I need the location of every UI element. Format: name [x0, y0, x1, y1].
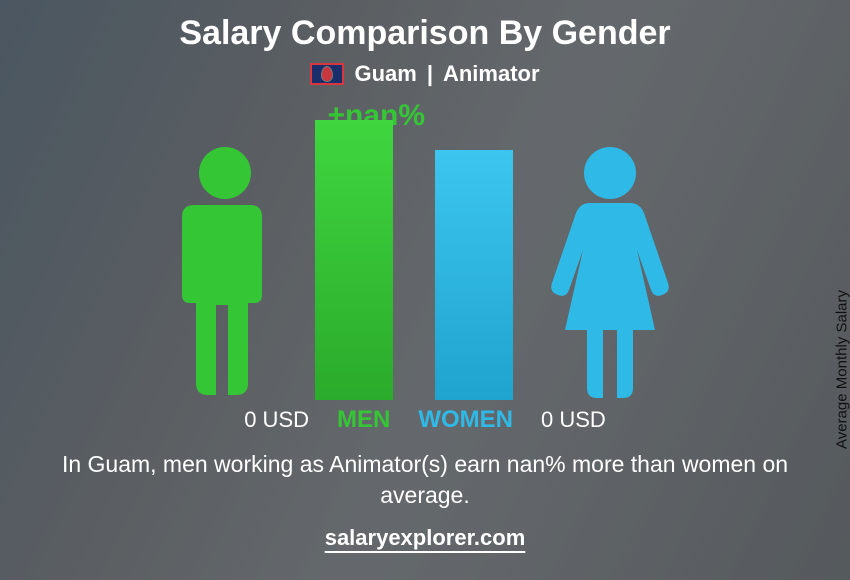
y-axis-label: Average Monthly Salary [834, 290, 850, 449]
men-value: 0 USD [244, 407, 309, 433]
footnote-text: In Guam, men working as Animator(s) earn… [0, 449, 850, 511]
women-figure-icon [545, 145, 675, 400]
page-title: Salary Comparison By Gender [0, 0, 850, 53]
labels-row: 0 USD MEN WOMEN 0 USD [0, 405, 850, 435]
location-text: Guam [354, 61, 416, 87]
men-bar [315, 120, 393, 400]
men-figure-icon [165, 145, 285, 400]
chart-area: +nan% 0 USD MEN WOMEN 0 USD [0, 105, 850, 435]
guam-flag-icon [310, 63, 344, 85]
women-label: WOMEN [418, 406, 513, 434]
women-bar [435, 150, 513, 400]
role-text: Animator [443, 61, 540, 87]
men-label: MEN [337, 406, 390, 434]
separator-text: | [427, 61, 433, 87]
subtitle-row: Guam | Animator [0, 61, 850, 87]
brand-link[interactable]: salaryexplorer.com [0, 525, 850, 551]
women-value: 0 USD [541, 407, 606, 433]
